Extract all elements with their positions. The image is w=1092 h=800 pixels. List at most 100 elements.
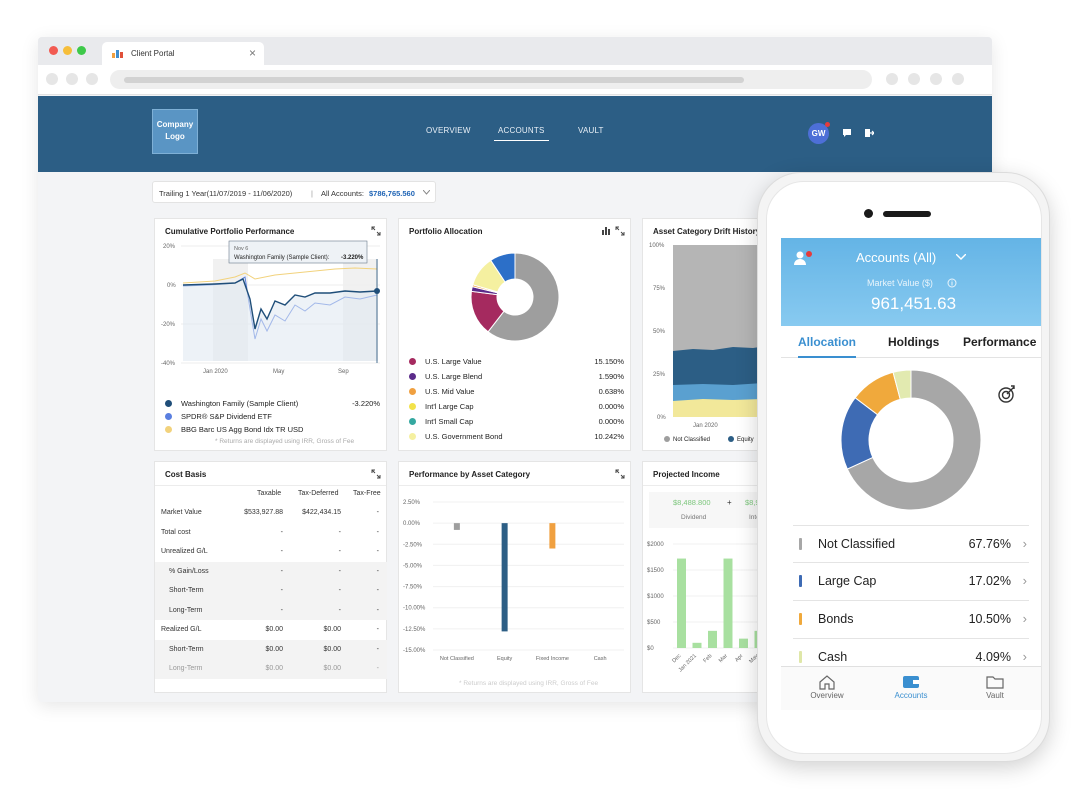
y-tick: -12.50% xyxy=(403,627,426,633)
performance-line-chart: 20% 0% -20% -40% Jan 2020 May Sep Nov 6 … xyxy=(161,240,380,375)
plus-sign: + xyxy=(727,498,732,507)
legend-value: 0.000% xyxy=(598,417,624,426)
table-row: Total cost - - - xyxy=(155,523,387,543)
pie-slice xyxy=(846,369,982,511)
legend-label: U.S. Mid Value xyxy=(425,387,475,396)
legend-label: Not Classified xyxy=(673,437,710,443)
y-tick: 0% xyxy=(657,415,666,421)
close-window-dot[interactable] xyxy=(49,46,58,55)
maximize-window-dot[interactable] xyxy=(77,46,86,55)
nav-accounts[interactable]: ACCOUNTS xyxy=(494,126,549,141)
market-value: 961,451.63 xyxy=(871,294,957,313)
row-label: Long-Term xyxy=(169,665,203,672)
y-tick: $1000 xyxy=(647,594,664,600)
tab-performance[interactable]: Performance xyxy=(963,335,1037,349)
tab-allocation[interactable]: Allocation xyxy=(798,335,857,358)
user-icon[interactable] xyxy=(793,250,815,266)
nav-vault[interactable]: VAULT xyxy=(578,126,604,135)
tab-close-icon[interactable]: × xyxy=(248,46,256,60)
legend-value: 0.638% xyxy=(598,387,624,396)
forward-button[interactable] xyxy=(66,73,78,85)
cell-tax-deferred: - xyxy=(338,548,341,555)
wallet-icon xyxy=(903,676,919,688)
expand-icon[interactable] xyxy=(615,226,625,236)
tooltip-box xyxy=(228,240,368,264)
bar-chart-icon[interactable] xyxy=(601,226,611,236)
app-header: Company Logo OVERVIEW ACCOUNTS VAULT GW xyxy=(38,96,992,172)
x-tick: Apr xyxy=(734,653,744,663)
nav-overview-mobile[interactable]: Overview xyxy=(787,667,867,700)
y-tick: 50% xyxy=(653,329,666,335)
list-item[interactable]: Bonds 10.50% › xyxy=(793,601,1029,639)
allocation-card: Portfolio Allocation U.S. Large Value 15.… xyxy=(398,218,631,451)
y-tick: 20% xyxy=(163,244,176,250)
chevron-down-icon[interactable] xyxy=(423,190,430,195)
target-icon[interactable] xyxy=(997,384,1017,404)
browser-menu[interactable] xyxy=(952,73,964,85)
back-button[interactable] xyxy=(46,73,58,85)
legend-value: 0.000% xyxy=(598,402,624,411)
list-item[interactable]: Not Classified 67.76% › xyxy=(793,525,1029,563)
bar xyxy=(677,558,686,648)
expand-icon[interactable] xyxy=(615,469,625,479)
performance-card: Cumulative Portfolio Performance 20% 0% … xyxy=(154,218,387,451)
expand-icon[interactable] xyxy=(371,469,381,479)
nav-label: Vault xyxy=(986,691,1004,700)
company-logo[interactable]: Company Logo xyxy=(152,109,198,154)
tooltip-date: Nov 6 xyxy=(234,246,248,252)
list-item[interactable]: Large Cap 17.02% › xyxy=(793,563,1029,601)
market-value-label: Market Value ($) xyxy=(867,278,933,288)
cell-taxable: - xyxy=(280,567,283,575)
tab-holdings[interactable]: Holdings xyxy=(888,335,940,349)
mobile-header-title[interactable]: Accounts (All) xyxy=(856,250,937,265)
avatar[interactable]: GW xyxy=(808,122,830,144)
nav-vault-mobile[interactable]: Vault xyxy=(955,667,1035,700)
filter-bar[interactable]: Trailing 1 Year(11/07/2019 - 11/06/2020)… xyxy=(152,181,436,203)
row-label: Long-Term xyxy=(169,606,203,614)
x-tick: Fixed Income xyxy=(536,656,569,662)
period-label: Trailing 1 Year(11/07/2019 - 11/06/2020) xyxy=(159,189,293,198)
mobile-bottom-nav: Overview Accounts Vault xyxy=(781,666,1041,710)
y-tick: 2.50% xyxy=(403,500,421,506)
cell-tax-free: - xyxy=(376,548,379,555)
cell-tax-free: - xyxy=(376,567,379,575)
legend-value: -3.220% xyxy=(352,399,380,408)
browser-action-3[interactable] xyxy=(930,73,942,85)
favicon-chart-icon xyxy=(112,50,123,58)
cell-taxable: - xyxy=(280,587,283,594)
expand-icon[interactable] xyxy=(371,226,381,236)
row-percent: 4.09% xyxy=(975,650,1011,664)
nav-accounts-mobile[interactable]: Accounts xyxy=(871,667,951,700)
browser-tab[interactable]: Client Portal × xyxy=(102,42,264,65)
row-label: Short-Term xyxy=(169,645,204,653)
column-header: Tax-Deferred xyxy=(298,490,339,497)
minimize-window-dot[interactable] xyxy=(63,46,72,55)
address-bar xyxy=(38,65,992,95)
chat-icon[interactable] xyxy=(842,128,852,138)
speaker xyxy=(883,211,931,217)
card-title: Cost Basis xyxy=(165,470,207,479)
table-header: Taxable Tax-Deferred Tax-Free xyxy=(155,484,387,504)
nav-overview[interactable]: OVERVIEW xyxy=(426,126,471,135)
column-header: Taxable xyxy=(257,490,282,497)
y-tick: -5.00% xyxy=(403,563,423,569)
tooltip-text: Washington Family (Sample Client): xyxy=(234,255,330,261)
table-row: Market Value $533,927.88 $422,434.15 - xyxy=(155,503,387,523)
table-row: Long-Term $0.00 $0.00 - xyxy=(155,659,387,679)
reload-button[interactable] xyxy=(86,73,98,85)
browser-action-2[interactable] xyxy=(908,73,920,85)
logout-icon[interactable] xyxy=(864,128,874,138)
y-tick: 75% xyxy=(653,286,666,292)
info-icon[interactable] xyxy=(947,278,957,288)
card-title: Projected Income xyxy=(653,470,720,479)
x-tick: Cash xyxy=(594,656,607,662)
browser-action-1[interactable] xyxy=(886,73,898,85)
row-label: Unrealized G/L xyxy=(161,548,208,555)
notification-dot xyxy=(825,122,830,127)
url-field[interactable] xyxy=(110,70,872,89)
chevron-down-icon[interactable] xyxy=(956,254,966,261)
legend-swatch xyxy=(409,373,416,380)
x-tick: Jan 2020 xyxy=(203,369,228,375)
row-percent: 10.50% xyxy=(968,612,1011,626)
